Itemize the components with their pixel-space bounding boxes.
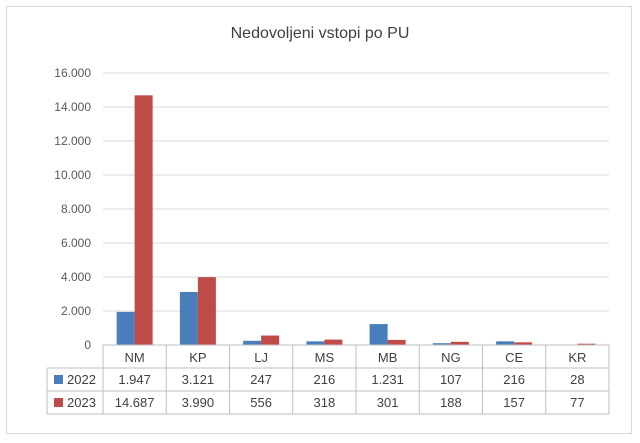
x-tick-label: CE — [505, 350, 523, 365]
legend-swatch-2023 — [54, 398, 63, 407]
y-tick-label: 8.000 — [61, 202, 91, 216]
bar-2022-MB — [369, 324, 388, 345]
bar-2022-KP — [179, 291, 198, 345]
data-label: 188 — [440, 395, 462, 410]
data-label: 1.947 — [118, 372, 151, 387]
bar-2023-MS — [324, 339, 343, 345]
bars — [116, 95, 596, 345]
y-tick-label: 14.000 — [54, 100, 91, 114]
bar-2023-NG — [450, 341, 469, 345]
bar-2023-KP — [197, 277, 216, 345]
data-label: 556 — [250, 395, 272, 410]
y-tick-label: 16.000 — [54, 66, 91, 80]
data-label: 14.687 — [115, 395, 155, 410]
gridlines — [103, 72, 609, 346]
y-tick-label: 12.000 — [54, 134, 91, 148]
data-label: 318 — [314, 395, 336, 410]
x-tick-label: MB — [378, 350, 398, 365]
bar-2022-NG — [432, 343, 451, 345]
y-tick-label: 0 — [84, 338, 91, 352]
x-tick-label: LJ — [254, 350, 268, 365]
bar-2023-MB — [387, 339, 406, 345]
data-label: 3.121 — [182, 372, 215, 387]
data-label: 216 — [314, 372, 336, 387]
x-tick-label: NG — [441, 350, 461, 365]
y-tick-label: 2.000 — [61, 304, 91, 318]
data-label: 77 — [570, 395, 584, 410]
y-tick-label: 4.000 — [61, 270, 91, 284]
bar-2023-KR — [577, 343, 596, 345]
bar-2023-LJ — [261, 335, 280, 345]
legend-label: 2022 — [67, 372, 96, 387]
x-tick-label: NM — [125, 350, 145, 365]
data-table: NM KP LJ MS MB NG CE KR 2022 1.947 3.121 247 216 1.23… — [46, 344, 610, 415]
bar-2022-CE — [496, 341, 515, 345]
y-tick-label: 10.000 — [54, 168, 91, 182]
x-tick-label: KP — [189, 350, 206, 365]
y-tick-label: 6.000 — [61, 236, 91, 250]
bar-2022-NM — [116, 311, 135, 345]
x-tick-label: KR — [568, 350, 586, 365]
data-label: 1.231 — [371, 372, 404, 387]
bar-2023-NM — [134, 95, 153, 345]
x-tick-label: MS — [315, 350, 335, 365]
bar-2023-CE — [514, 342, 533, 345]
legend-swatch-2022 — [54, 375, 63, 384]
legend-label: 2023 — [67, 395, 96, 410]
data-label: 28 — [570, 372, 584, 387]
data-label: 107 — [440, 372, 462, 387]
data-label: 301 — [377, 395, 399, 410]
data-label: 216 — [503, 372, 525, 387]
data-label: 3.990 — [182, 395, 215, 410]
y-axis-ticks: 0 2.000 4.000 6.000 8.000 10.000 12.000 14.000 1… — [54, 66, 91, 352]
bar-2022-LJ — [243, 340, 262, 345]
chart-title: Nedovoljeni vstopi po PU — [231, 25, 410, 42]
bar-2022-MS — [306, 341, 325, 345]
data-label: 247 — [250, 372, 272, 387]
chart-frame — [6, 6, 632, 434]
data-label: 157 — [503, 395, 525, 410]
